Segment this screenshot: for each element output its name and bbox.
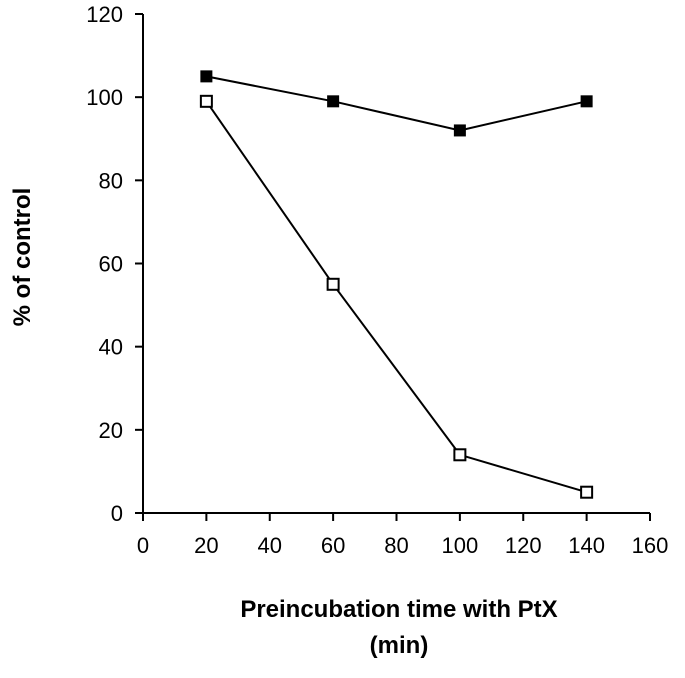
series-line <box>206 75 587 132</box>
x-tick-label: 120 <box>505 533 542 558</box>
y-tick-label: 80 <box>99 168 123 193</box>
open-square-marker <box>199 94 213 108</box>
y-tick-label: 20 <box>99 418 123 443</box>
open-square-marker <box>580 485 594 499</box>
y-tick-label: 60 <box>99 252 123 277</box>
y-ticks: 0 20 40 60 80 100 120 <box>86 2 143 526</box>
x-axis-title-line-2: (min) <box>370 632 429 659</box>
y-axis-title: % of control <box>9 188 36 327</box>
y-tick-label: 120 <box>86 2 123 27</box>
series-1 <box>200 70 593 137</box>
filled-square-marker <box>327 95 340 108</box>
x-tick-label: 80 <box>384 533 408 558</box>
x-ticks: 0 20 40 60 80 100 120 140 160 <box>137 513 668 558</box>
x-tick-label: 160 <box>632 533 669 558</box>
x-tick-label: 20 <box>194 533 218 558</box>
x-tick-label: 40 <box>258 533 282 558</box>
filled-square-marker <box>580 95 593 108</box>
y-tick-label: 40 <box>99 335 123 360</box>
y-tick-label: 0 <box>111 501 123 526</box>
filled-square-marker <box>453 124 466 137</box>
x-tick-label: 140 <box>568 533 605 558</box>
x-axis-title-line-1: Preincubation time with PtX <box>240 596 557 623</box>
x-tick-label: 0 <box>137 533 149 558</box>
filled-square-marker <box>200 70 213 83</box>
axes <box>142 14 650 514</box>
y-tick-label: 100 <box>86 85 123 110</box>
series-line <box>205 100 587 494</box>
x-tick-label: 60 <box>321 533 345 558</box>
series-2 <box>199 94 594 499</box>
open-square-marker <box>326 277 340 291</box>
series-group <box>199 70 594 499</box>
open-square-marker <box>453 448 467 462</box>
x-tick-label: 100 <box>442 533 479 558</box>
